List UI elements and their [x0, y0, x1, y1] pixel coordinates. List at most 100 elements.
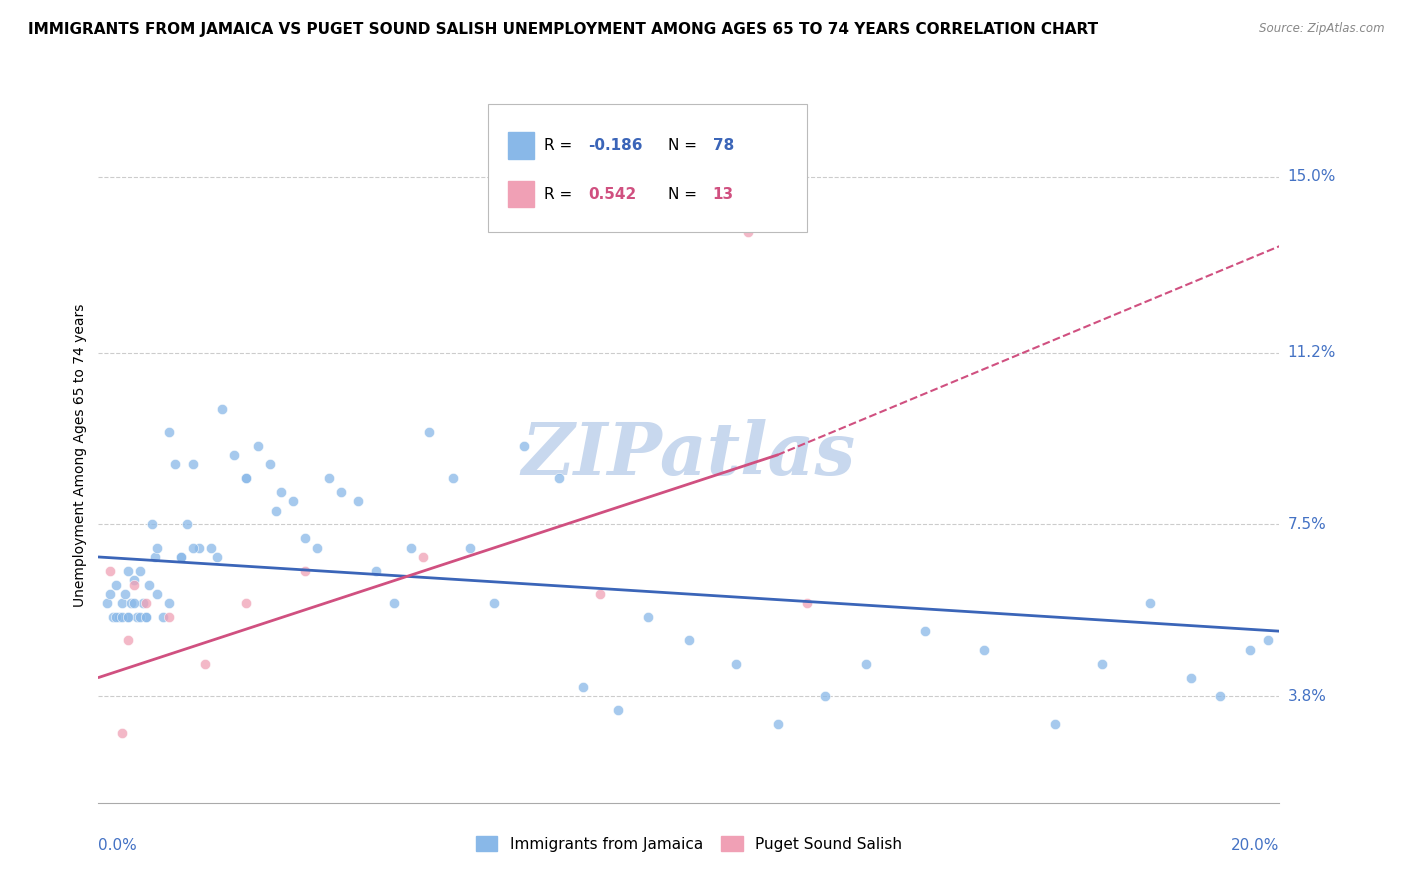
Point [1139, 596, 1161, 610]
Point [111, 610, 134, 624]
Point [418, 425, 440, 439]
Point [117, 564, 139, 578]
Point [512, 439, 534, 453]
Point [1091, 657, 1114, 671]
Point [181, 457, 204, 471]
Point [170, 549, 193, 564]
Point [105, 610, 128, 624]
Point [235, 596, 257, 610]
Point [678, 633, 700, 648]
Point [283, 494, 305, 508]
Point [412, 549, 434, 564]
Point [132, 596, 155, 610]
Point [766, 717, 789, 731]
Point [737, 225, 759, 239]
Point [103, 610, 125, 624]
Point [364, 564, 387, 578]
Point [141, 517, 163, 532]
Point [294, 532, 316, 546]
Point [1180, 671, 1202, 685]
Point [98, 587, 121, 601]
Text: R =: R = [544, 137, 572, 153]
Text: ZIPatlas: ZIPatlas [522, 419, 856, 491]
Point [146, 541, 169, 555]
Text: 0.542: 0.542 [589, 186, 637, 202]
Point [117, 633, 139, 648]
Point [294, 564, 316, 578]
Point [329, 485, 352, 500]
Text: N =: N = [668, 137, 697, 153]
Point [318, 471, 340, 485]
Point [235, 471, 257, 485]
Point [914, 624, 936, 639]
Point [128, 564, 150, 578]
Point [125, 610, 148, 624]
Point [305, 541, 328, 555]
Point [135, 610, 157, 624]
Point [114, 587, 136, 601]
Text: IMMIGRANTS FROM JAMAICA VS PUGET SOUND SALISH UNEMPLOYMENT AMONG AGES 65 TO 74 Y: IMMIGRANTS FROM JAMAICA VS PUGET SOUND S… [28, 22, 1098, 37]
Point [128, 610, 150, 624]
Point [157, 610, 180, 624]
Point [1239, 642, 1261, 657]
Point [111, 596, 134, 610]
Legend: Immigrants from Jamaica, Puget Sound Salish: Immigrants from Jamaica, Puget Sound Sal… [470, 830, 908, 858]
Point [973, 642, 995, 657]
Point [607, 703, 630, 717]
Text: 3.8%: 3.8% [1288, 689, 1327, 704]
Point [571, 680, 593, 694]
Point [855, 657, 877, 671]
Point [181, 541, 204, 555]
Text: 20.0%: 20.0% [1232, 838, 1279, 853]
Point [122, 578, 145, 592]
Point [235, 471, 257, 485]
Point [111, 726, 134, 740]
Point [460, 541, 482, 555]
Point [165, 457, 187, 471]
FancyBboxPatch shape [488, 103, 807, 232]
Point [187, 541, 209, 555]
Point [482, 596, 505, 610]
Point [246, 439, 269, 453]
Point [1043, 717, 1066, 731]
Point [135, 610, 157, 624]
Text: 11.2%: 11.2% [1288, 345, 1336, 360]
Point [259, 457, 281, 471]
Point [117, 610, 139, 624]
Point [135, 596, 157, 610]
Point [96, 596, 118, 610]
Point [224, 448, 246, 462]
Point [548, 471, 571, 485]
Text: R =: R = [544, 186, 572, 202]
Text: 78: 78 [713, 137, 734, 153]
Point [1209, 689, 1232, 703]
Point [205, 549, 228, 564]
Text: -0.186: -0.186 [589, 137, 643, 153]
Y-axis label: Unemployment Among Ages 65 to 74 years: Unemployment Among Ages 65 to 74 years [73, 303, 87, 607]
Point [105, 578, 128, 592]
Text: 13: 13 [713, 186, 734, 202]
Point [270, 485, 292, 500]
Point [725, 657, 748, 671]
Point [796, 596, 818, 610]
Point [1257, 633, 1279, 648]
Point [382, 596, 405, 610]
Point [122, 573, 145, 587]
Point [98, 564, 121, 578]
Text: 15.0%: 15.0% [1288, 169, 1336, 184]
Point [589, 587, 612, 601]
Text: Source: ZipAtlas.com: Source: ZipAtlas.com [1260, 22, 1385, 36]
Point [264, 503, 287, 517]
Point [200, 541, 222, 555]
Point [194, 657, 217, 671]
Point [146, 587, 169, 601]
Point [637, 610, 659, 624]
Point [211, 401, 233, 416]
FancyBboxPatch shape [508, 181, 534, 207]
Point [176, 517, 198, 532]
Point [143, 549, 166, 564]
Point [157, 596, 180, 610]
Point [122, 596, 145, 610]
Point [441, 471, 464, 485]
Point [117, 610, 139, 624]
